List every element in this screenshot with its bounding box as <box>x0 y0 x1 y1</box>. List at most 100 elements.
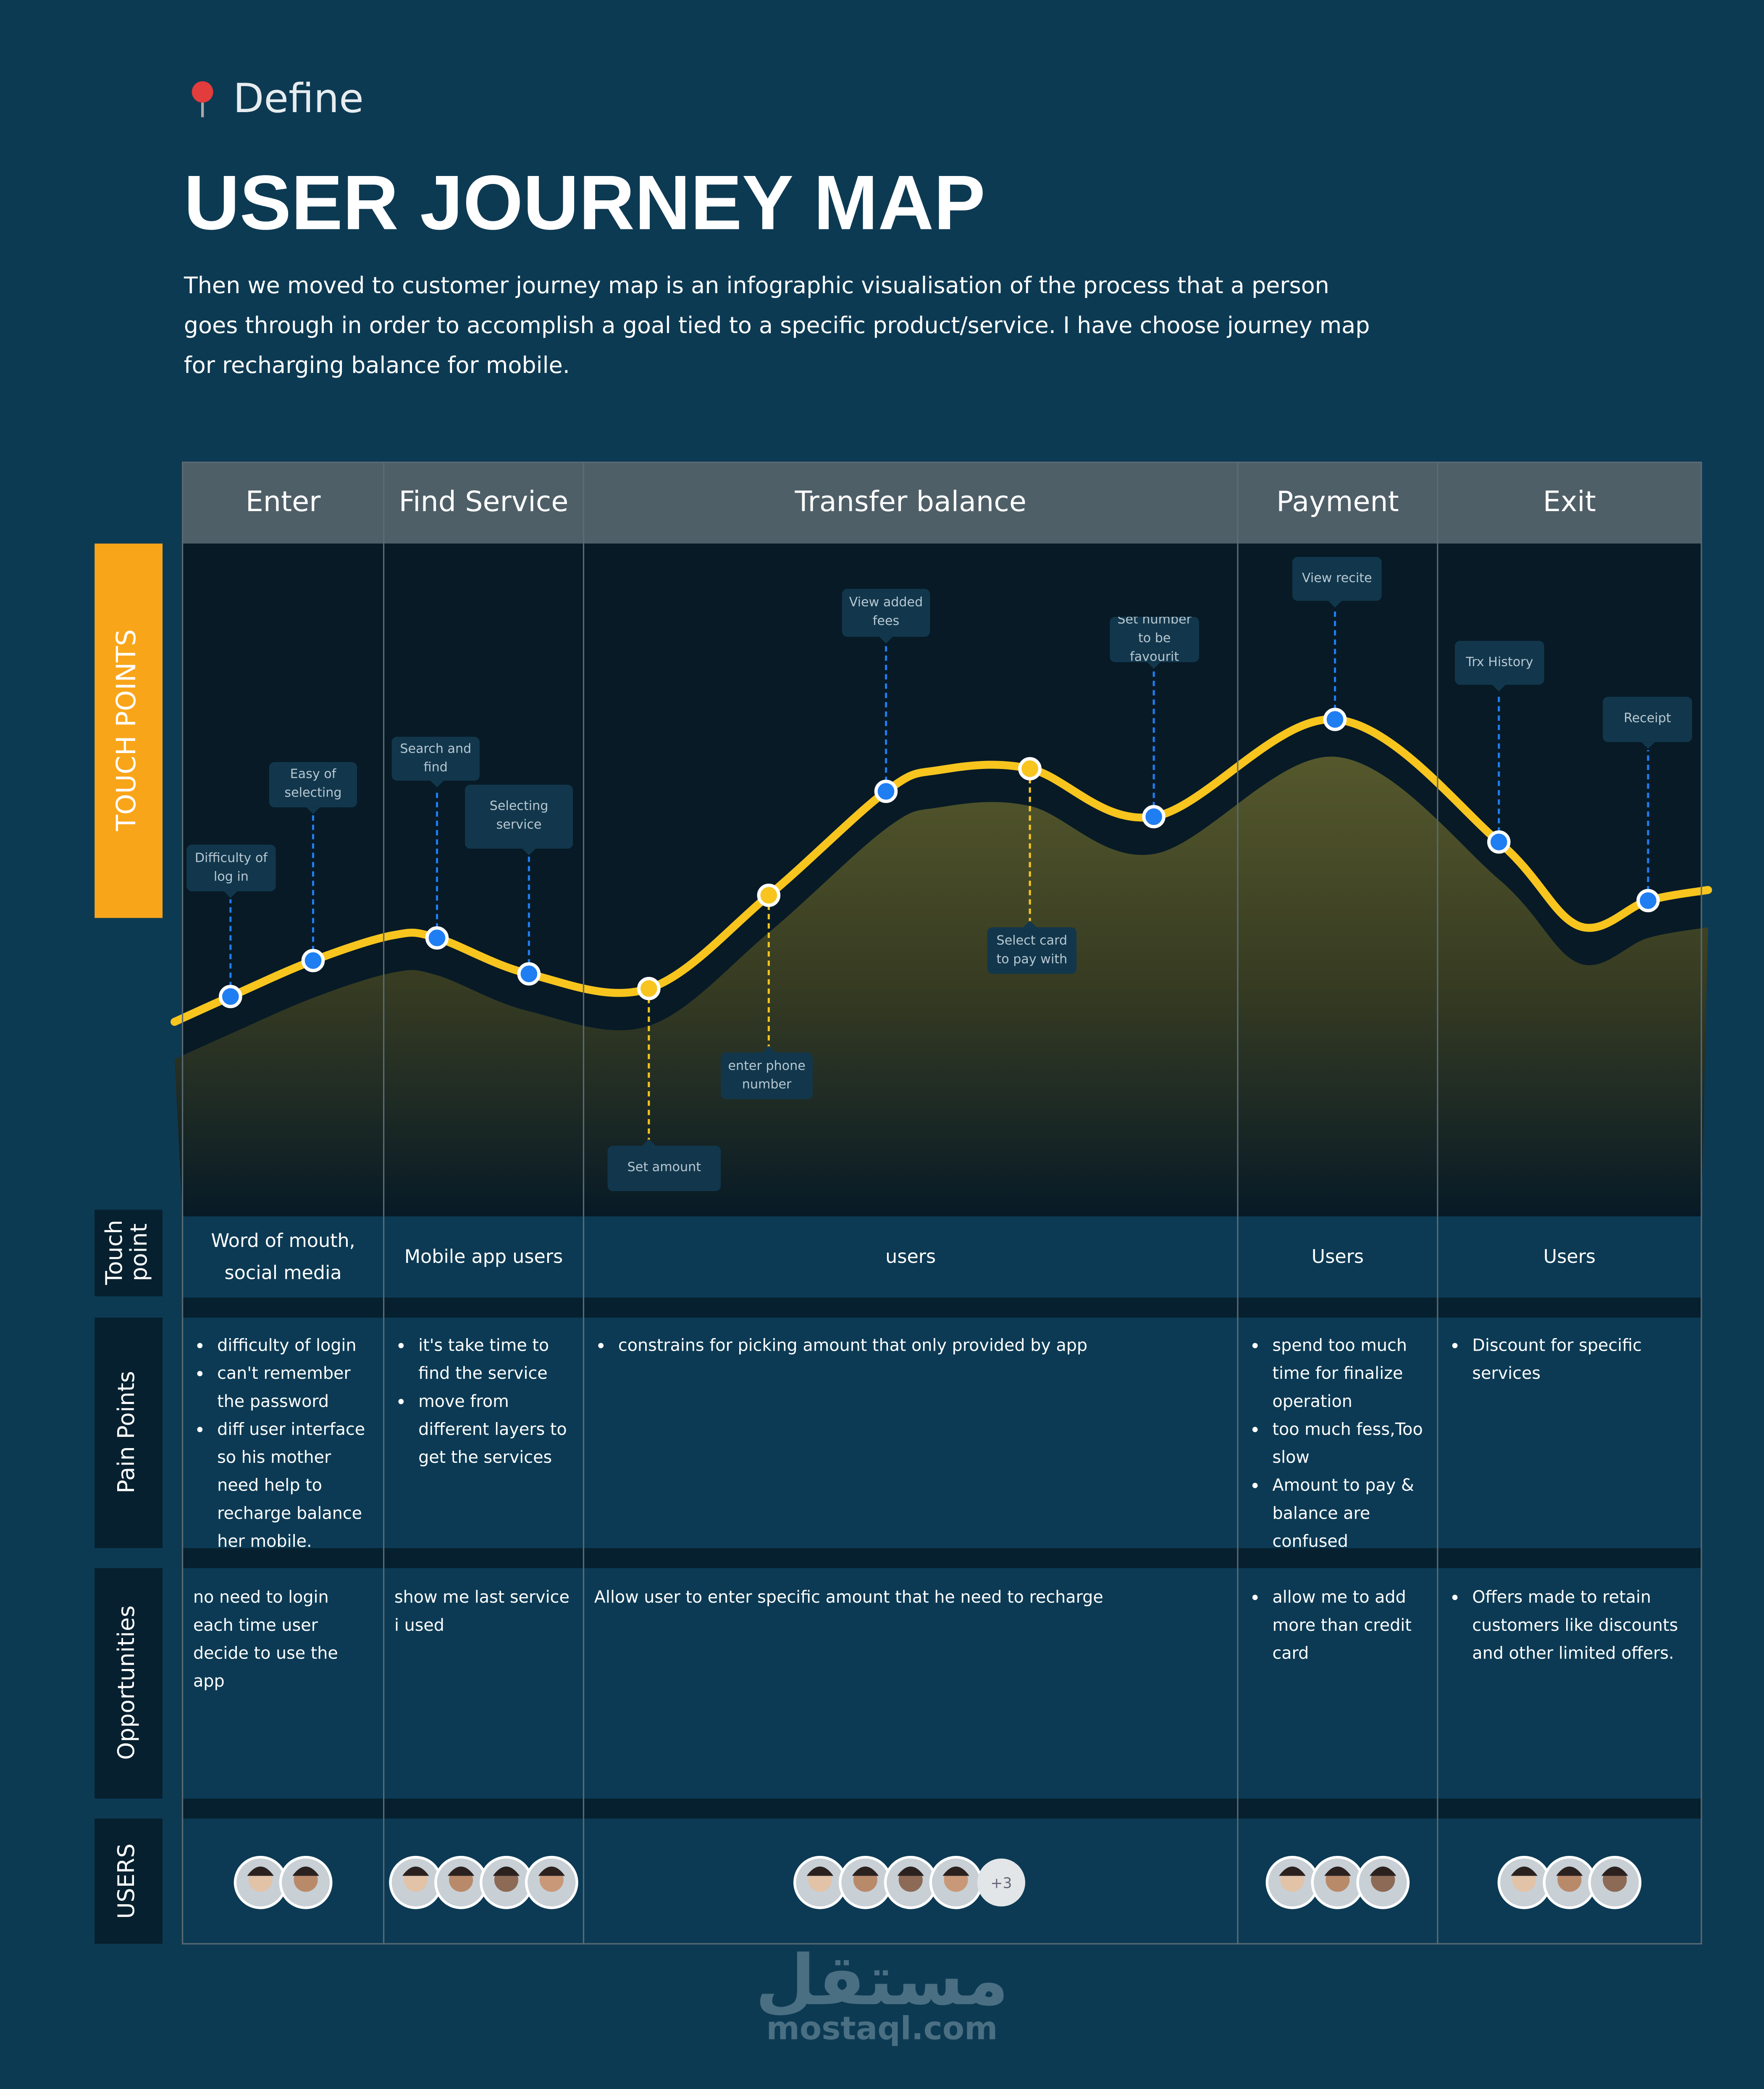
avatar-hair <box>538 1866 565 1876</box>
opportunities: allow me to add more than credit card <box>1240 1575 1435 1675</box>
row-divider <box>182 1297 1701 1318</box>
touch-point-label: Set number to be favourit <box>1117 617 1192 662</box>
touch-point-pointer <box>1328 601 1342 608</box>
label-box <box>94 1568 163 1799</box>
pain-point: difficulty of login <box>217 1331 373 1359</box>
pain-points-cell: difficulty of logincan't remember the pa… <box>185 1323 381 1549</box>
stage-name: Enter <box>246 485 321 518</box>
touch-point-pointer <box>1147 662 1160 669</box>
touch-point-dot <box>874 779 898 803</box>
touch-point-box <box>1110 617 1199 662</box>
pain-point: diff user interface so his mother need h… <box>217 1415 373 1549</box>
touch-point-cell: Word of mouth, social media <box>211 1231 355 1284</box>
touch-point-dot <box>637 977 661 1000</box>
pain-points-cell: constrains for picking amount that only … <box>586 1323 1235 1549</box>
touch-point-cell: Mobile app users <box>404 1246 563 1268</box>
touch-point-label: Difficulty of log in <box>194 850 268 884</box>
row-divider <box>182 1548 1701 1568</box>
page-title: USER JOURNEY MAP <box>184 159 985 246</box>
pain-point: can't remember the password <box>217 1359 373 1415</box>
avatar-hair <box>1370 1866 1396 1876</box>
touch-point-pointer <box>522 848 536 856</box>
pain-point: it's take time to find the service <box>418 1331 573 1387</box>
pain-point: spend too much time for finalize operati… <box>1272 1331 1427 1415</box>
opportunity: Offers made to retain customers like dis… <box>1472 1583 1690 1667</box>
stage-name: Find Service <box>399 485 569 518</box>
row-label-line: Touch <box>101 1220 127 1286</box>
touch-point-label: Select card to pay with <box>996 933 1068 967</box>
touch-point-box <box>391 737 480 781</box>
touch-point-pointer <box>1492 685 1506 692</box>
pain-list: Discount for specific services <box>1448 1331 1690 1387</box>
avatar-hair <box>247 1866 274 1876</box>
pain-point: Discount for specific services <box>1472 1331 1690 1387</box>
row-divider <box>182 1798 1701 1819</box>
touch-point: Users <box>1543 1246 1596 1268</box>
row-label: TOUCH POINTS <box>110 629 142 832</box>
opportunity: no need to login each time user decide t… <box>193 1587 338 1691</box>
touch-point-label: View added fees <box>849 595 923 629</box>
outer-border <box>182 462 1702 1945</box>
pain-list: spend too much time for finalize operati… <box>1248 1331 1427 1550</box>
touch-point-pointer <box>642 1139 656 1146</box>
avatar-hair <box>1279 1866 1306 1876</box>
opportunities: Allow user to enter specific amount that… <box>586 1575 1235 1619</box>
avatar-hair <box>493 1866 520 1876</box>
stage-name: Exit <box>1543 485 1596 518</box>
avatar-hair <box>402 1866 429 1876</box>
pain-points-cell: spend too much time for finalize operati… <box>1240 1323 1435 1549</box>
avatar-hair <box>1324 1866 1351 1876</box>
touch-point-dot <box>1323 708 1347 731</box>
avatar-hair <box>897 1866 924 1876</box>
touch-point: Users <box>1311 1246 1364 1268</box>
pain-list: difficulty of logincan't remember the pa… <box>193 1331 373 1550</box>
touch-point-cell: users <box>885 1246 936 1268</box>
description-box: Then we moved to customer journey map is… <box>184 273 1370 380</box>
touch-point-dot <box>301 949 325 972</box>
touch-point-cell: Users <box>1311 1246 1364 1268</box>
rows-area <box>182 1216 1701 1944</box>
opportunities-cell: Offers made to retain customers like dis… <box>1440 1575 1698 1801</box>
touch-point-box <box>987 927 1077 974</box>
opportunity: show me last service i used <box>394 1587 570 1635</box>
touch-point-box <box>1455 640 1544 685</box>
avatar-hair <box>292 1866 319 1876</box>
opportunities-cell: no need to login each time user decide t… <box>185 1575 381 1703</box>
touch-point-box <box>721 1052 813 1100</box>
touch-point-label: View recite <box>1302 571 1372 586</box>
touch-point-label: Receipt <box>1624 711 1671 726</box>
row-label: Pain Points <box>113 1371 139 1493</box>
row-label: Opportunities <box>113 1606 139 1760</box>
touch-point-label-box: Set number to be favourit <box>1117 617 1192 662</box>
pain-point: too much fess,Too slow <box>1272 1415 1427 1471</box>
opportunities: no need to login each time user decide t… <box>185 1575 381 1703</box>
avatar-hair <box>447 1866 475 1876</box>
label-box <box>94 543 163 918</box>
emotion-area <box>174 756 1708 1217</box>
avatar-hair <box>1511 1866 1538 1876</box>
row-label: Touchpoint <box>101 1220 152 1286</box>
opportunity-list: allow me to add more than credit card <box>1248 1583 1427 1667</box>
touch-point-label-box: Trx History <box>1466 655 1533 670</box>
touch-point-dot <box>1487 830 1511 854</box>
touch-point-dot <box>757 883 781 907</box>
opportunities: show me last service i used <box>386 1575 581 1647</box>
opportunity: allow me to add more than credit card <box>1272 1583 1427 1667</box>
touch-point: users <box>885 1246 936 1268</box>
touch-point-label-box: Difficulty of log in <box>194 850 268 884</box>
touch-point-label-box: Easy of selecting <box>284 767 341 800</box>
touch-point-label: Search and find <box>400 741 472 775</box>
touch-point: Mobile app users <box>404 1246 563 1268</box>
pain-point: constrains for picking amount that only … <box>618 1331 1227 1359</box>
touch-point-label-box: enter phone number <box>728 1058 805 1092</box>
touch-point-pointer <box>223 891 237 898</box>
touch-point-label: Selecting service <box>489 799 549 833</box>
avatar-hair <box>942 1866 969 1876</box>
touch-point-label: Trx History <box>1466 655 1533 670</box>
touch-point-box <box>607 1146 721 1191</box>
touch-point-box <box>1603 697 1692 742</box>
label-box <box>94 1317 163 1548</box>
touch-point-box <box>186 845 276 892</box>
row-label-line: point <box>126 1223 152 1281</box>
